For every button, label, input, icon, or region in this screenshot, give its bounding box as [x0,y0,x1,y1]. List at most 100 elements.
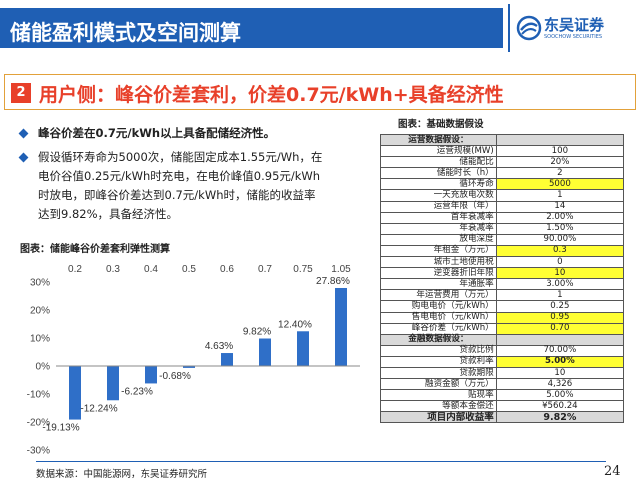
table-cell-value: 1 [495,189,625,202]
bullet-list: 峰谷价差在0.7元/kWh以上具备配储经济性。 假设循环寿命为5000次，储能固… [18,124,360,224]
table-cell-label: 一天充放电次数 [380,189,497,202]
data-label: 9.82% [243,327,271,338]
table-cell-value [495,333,625,346]
data-label: 4.63% [205,341,233,352]
table-cell-label: 贷款利率 [380,355,497,368]
table-cell-value: 100 [495,145,625,158]
y-tick-label: -30% [27,446,50,455]
table-row: 运营年限（年） 14 [380,200,625,213]
table-row: 年衰减率 1.50% [380,222,625,235]
table-cell-value: 0 [495,256,625,269]
data-source: 数据来源：中国能源网，东吴证券研究所 [36,469,208,480]
table-row: 放电深度 90.00% [380,233,625,246]
section-title: 用户侧：峰谷价差套利，价差0.7元/kWh+具备经济性 [39,84,504,106]
table-row: 等额本金偿还 ¥560.24 [380,400,625,413]
table-cell-label: 运营规模(MW) [380,145,497,158]
data-label: -6.23% [121,386,153,397]
table-row: 一天充放电次数 1 [380,189,625,202]
table-row: 年租金（万元） 0.3 [380,244,625,258]
table-cell-label: 循环寿命 [380,178,497,191]
logo-english: SOOCHOW SECURITIES [544,34,603,40]
table-section-row: 金融数据假设： [380,333,625,346]
table-row: 峰谷价差（元/kWh） 0.70 [380,322,625,335]
chart-canvas: 30% 20% 10% 0% -10% -20% -30% 0.2 -19.13% 0.3 -12.… [27,264,360,455]
table-row: 储能配比 20% [380,156,625,169]
table-cell-value: 4,326 [495,378,625,391]
table-cell-value: 0.25 [495,300,625,313]
table-cell-label: 贴现率 [380,389,497,402]
section-heading: 2 用户侧：峰谷价差套利，价差0.7元/kWh+具备经济性 [4,74,636,110]
header: 储能盈利模式及空间测算 东吴证券 SOOCHOW SECURITIES [0,0,640,56]
table-cell-label: 年通胀率 [380,278,497,291]
table-row: 贷款期限 10 [380,366,625,380]
y-tick-label: -10% [27,390,50,401]
table-row: 储能时长（h） 2 [380,167,625,180]
table-cell-label: 等额本金偿还 [380,400,497,413]
table-cell-label: 项目内部收益率 [380,411,497,424]
table-cell-label: 售电电价（元/kWh） [380,311,497,324]
header-band [0,8,503,48]
bar [145,366,157,384]
table-row: 贷款比例 70.00% [380,344,625,357]
x-tick-label: 0.3 [106,264,120,275]
bullet-text-line: 电价谷值0.25元/kWh时充电，在电价峰值0.95元/kWh [38,169,321,183]
x-tick-label: 0.6 [220,264,234,275]
table-cell-value: 9.82% [495,411,625,424]
table-cell-value: 0.3 [495,244,625,258]
table-section-row: 运营数据假设： [380,133,625,147]
table-cell-label: 运营数据假设： [380,133,497,147]
table-cell-value: 10 [495,267,625,280]
y-tick-label: 20% [30,306,50,317]
bullet-text-line: 假设循环寿命为5000次，储能固定成本1.55元/Wh，在 [38,150,323,164]
data-label: -0.68% [159,371,191,382]
table-cell-label: 首年衰减率 [380,211,497,224]
section-number: 2 [11,83,31,103]
bullet-text-line: 达到9.82%，具备经济性。 [38,207,179,221]
table-cell-label: 融资金额（万元） [380,378,497,391]
table-cell-label: 金融数据假设： [380,333,497,346]
table-cell-label: 储能时长（h） [380,167,497,180]
table-cell-value [495,133,625,147]
sensitivity-bar-chart: 30% 20% 10% 0% -10% -20% -30% 0.2 -19.13% 0.3 -12.… [10,254,370,454]
footer-divider [36,461,606,462]
table-row: 逆变器折旧年限 10 [380,267,625,280]
table-row: 购电电价（元/kWh） 0.25 [380,300,625,313]
table-cell-value: ¥560.24 [495,400,625,413]
bar [259,338,271,366]
table-cell-value: 0.95 [495,311,625,324]
table-cell-value: 2 [495,167,625,180]
table-cell-value: 90.00% [495,233,625,246]
table-result-row: 项目内部收益率 9.82% [380,411,625,424]
data-label: -12.24% [80,403,117,414]
bullet-item: 峰谷价差在0.7元/kWh以上具备配储经济性。 [18,124,360,143]
table-cell-label: 购电电价（元/kWh） [380,300,497,313]
table-cell-label: 年租金（万元） [380,244,497,258]
data-label: -19.13% [42,423,79,434]
table-cell-label: 放电深度 [380,233,497,246]
table-cell-value: 5.00% [495,355,625,368]
diamond-bullet-icon [18,152,29,163]
table-cell-label: 峰谷价差（元/kWh） [380,322,497,335]
data-label: 12.40% [278,319,312,330]
bar [335,287,347,366]
y-tick-label: 10% [30,334,50,345]
y-tick-label: 30% [30,278,50,289]
table-cell-label: 贷款比例 [380,344,497,357]
x-tick-label: 0.4 [144,264,158,275]
table-row: 运营规模(MW) 100 [380,145,625,158]
table-row: 城市土地使用税 0 [380,256,625,269]
bar [107,366,119,401]
page-number: 24 [604,464,621,479]
table-cell-value: 5000 [495,178,625,191]
table-cell-value: 1 [495,289,625,302]
table-cell-value: 70.00% [495,344,625,357]
table-cell-label: 年运营费用（万元） [380,289,497,302]
table-row: 年运营费用（万元） 1 [380,289,625,302]
table-row: 年通胀率 3.00% [380,278,625,291]
table-row: 首年衰减率 2.00% [380,211,625,224]
table-cell-value: 14 [495,200,625,213]
logo-mark-icon [516,15,542,41]
table-row: 循环寿命 5000 [380,178,625,191]
x-tick-label: 1.05 [331,264,351,275]
header-divider [508,4,510,52]
